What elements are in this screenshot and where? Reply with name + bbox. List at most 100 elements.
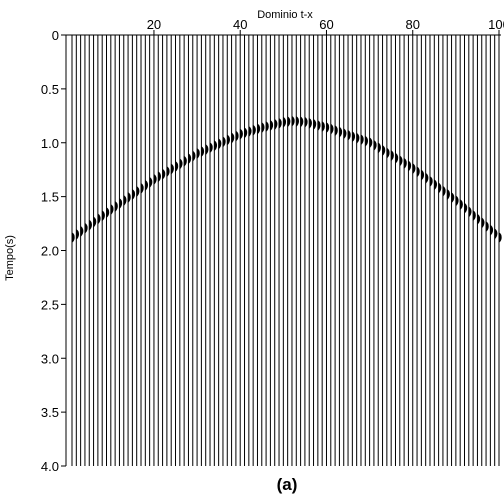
wavelet-mark (283, 116, 287, 128)
wavelet-mark (252, 124, 256, 136)
wavelet-mark (343, 128, 347, 140)
wavelet-mark (93, 216, 97, 228)
wavelet-mark (377, 142, 381, 154)
wavelet-mark (196, 147, 200, 160)
wavelet-mark (244, 127, 248, 139)
wavelet-mark (274, 118, 278, 131)
wavelet-mark (468, 206, 472, 218)
y-axis: 0 0.5 1.0 1.5 2.0 2.5 3.0 3.5 4.0 (41, 28, 67, 474)
seismic-traces (71, 35, 500, 466)
wavelet-mark (442, 185, 446, 197)
x-tick-label: 60 (319, 17, 333, 32)
wavelet-mark (386, 147, 390, 159)
y-tick-label: 1.5 (41, 190, 59, 205)
wavelet-mark (429, 175, 433, 188)
wavelet-mark (494, 228, 498, 240)
wavelet-mark (390, 150, 394, 162)
wavelet-mark (188, 153, 192, 165)
wavelet-mark (481, 217, 485, 229)
wavelet-mark (412, 163, 416, 175)
wavelet-mark (239, 128, 243, 140)
wavelet-mark (291, 115, 295, 127)
wavelet-mark (222, 136, 226, 148)
wavelet-mark (110, 204, 114, 216)
wavelet-mark (123, 194, 127, 207)
wavelet-mark (339, 126, 343, 138)
wavelet-mark (330, 123, 334, 135)
wavelet-mark (192, 150, 196, 162)
wavelet-mark (127, 191, 131, 204)
wavelet-mark (321, 121, 325, 133)
wavelet-mark (218, 138, 222, 150)
wavelet-mark (421, 169, 425, 181)
wavelet-mark (76, 228, 80, 241)
wavelet-mark (472, 210, 476, 222)
wavelet-mark (304, 116, 308, 128)
y-tick-label: 3.5 (41, 405, 59, 420)
wavelet-mark (88, 219, 92, 231)
wavelet-mark (360, 134, 364, 146)
wavelet-mark (183, 155, 187, 167)
wavelet-mark (295, 116, 299, 128)
wavelet-mark (459, 199, 463, 211)
wavelet-mark (408, 160, 412, 172)
x-tick-label: 80 (406, 17, 420, 32)
wavelet-mark (209, 142, 213, 154)
wavelet-mark (179, 158, 183, 170)
wavelet-mark (157, 171, 161, 183)
y-tick-label: 0.5 (41, 82, 59, 97)
wavelet-mark (136, 185, 140, 198)
wavelet-mark (170, 163, 174, 175)
wavelet-mark (248, 126, 252, 138)
wavelet-mark (382, 144, 386, 157)
y-tick-label: 0 (52, 28, 59, 43)
wavelet-mark (395, 152, 399, 164)
y-tick-label: 3.0 (41, 351, 59, 366)
wavelet-mark (434, 179, 438, 191)
wavelet-mark (270, 119, 274, 132)
wavelet-mark (451, 192, 455, 204)
y-axis-label: Tempo(s) (4, 235, 16, 281)
wavelet-mark (498, 232, 502, 244)
wavelet-mark (214, 140, 218, 152)
wavelet-mark (145, 179, 149, 192)
x-axis: 20 40 60 80 100 (66, 17, 504, 36)
wavelet-mark (364, 135, 368, 147)
wavelet-mark (175, 160, 179, 173)
figure-caption: (a) (277, 475, 298, 494)
wavelet-mark (425, 172, 429, 185)
wavelet-mark (352, 131, 356, 143)
wavelet-mark (226, 134, 230, 146)
chart-title: Dominio t-x (257, 9, 313, 21)
wavelet-mark (97, 213, 101, 225)
wavelet-mark (455, 195, 459, 207)
wavelet-mark (347, 129, 351, 141)
wavelet-mark (403, 157, 407, 170)
x-tick-label: 100 (488, 17, 504, 32)
x-tick-label: 20 (147, 17, 161, 32)
wavelet-mark (162, 168, 166, 180)
wavelet-mark (485, 221, 489, 233)
wavelet-mark (71, 232, 75, 244)
wavelet-mark (140, 182, 144, 195)
wavelet-mark (326, 122, 330, 134)
wavelet-mark (446, 188, 450, 201)
wavelet-mark (101, 210, 105, 222)
wavelet-mark (313, 118, 317, 131)
y-tick-label: 2.0 (41, 244, 59, 259)
wavelet-mark (438, 182, 442, 194)
wavelet-mark (265, 121, 269, 133)
x-tick-label: 40 (233, 17, 247, 32)
wavelet-mark (235, 130, 239, 142)
y-tick-label: 1.0 (41, 136, 59, 151)
wavelet-mark (80, 225, 84, 238)
wavelet-mark (399, 155, 403, 167)
y-tick-label: 4.0 (41, 459, 59, 474)
wavelet-mark (317, 119, 321, 132)
wavelet-mark (416, 166, 420, 178)
wavelet-mark (490, 224, 494, 236)
y-tick-label: 2.5 (41, 297, 59, 312)
wavelet-mark (464, 202, 468, 214)
wavelet-mark (153, 173, 157, 186)
wavelet-mark (287, 116, 291, 128)
